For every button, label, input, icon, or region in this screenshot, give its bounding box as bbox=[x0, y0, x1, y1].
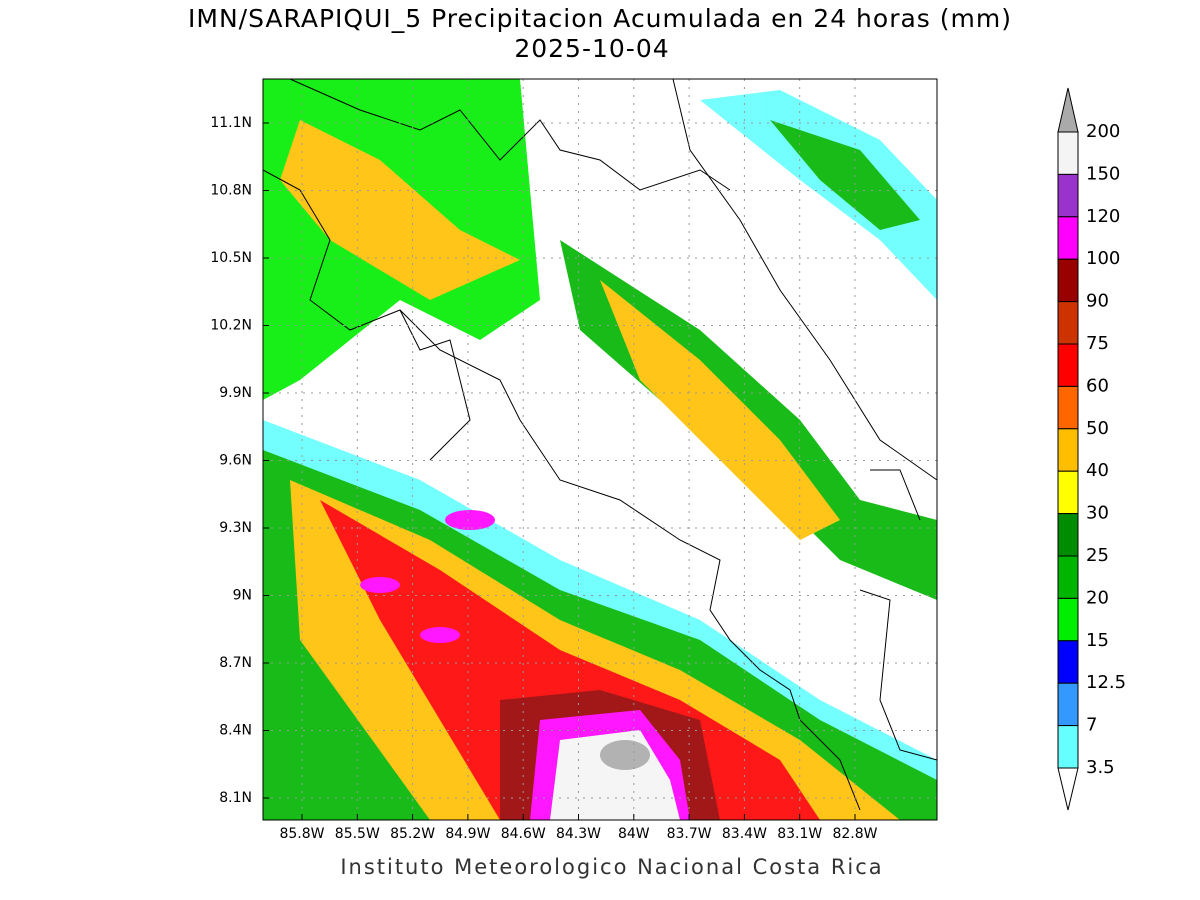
colorbar-swatch bbox=[1057, 513, 1079, 557]
colorbar-label: 30 bbox=[1086, 503, 1109, 524]
colorbar-label: 50 bbox=[1086, 418, 1109, 439]
colorbar-swatch bbox=[1057, 385, 1079, 430]
colorbar: 200 150 120 100 90 75 60 50 40 30 25 20 15 12.5 7 3.5 bbox=[1057, 87, 1126, 811]
title: IMN/SARAPIQUI_5 Precipitacion Acumulada … bbox=[188, 4, 1012, 33]
precip-field bbox=[262, 78, 938, 821]
colorbar-swatch bbox=[1057, 428, 1079, 472]
colorbar-swatch bbox=[1057, 597, 1079, 642]
colorbar-swatch bbox=[1057, 470, 1079, 515]
lat-label: 9N bbox=[233, 588, 252, 604]
date: 2025-10-04 bbox=[514, 34, 669, 63]
lon-label: 84W bbox=[618, 826, 650, 842]
colorbar-label: 15 bbox=[1086, 630, 1109, 651]
colorbar-label: 12.5 bbox=[1086, 672, 1126, 693]
lat-label: 9.3N bbox=[219, 520, 252, 536]
lat-label: 9.6N bbox=[219, 453, 252, 469]
colorbar-label: 100 bbox=[1086, 248, 1120, 269]
colorbar-under bbox=[1057, 767, 1079, 811]
colorbar-swatch bbox=[1057, 682, 1079, 727]
axis-ticks: 11.1N 10.8N 10.5N 10.2N 9.9N 9.6N 9.3N 9N 8.7N 8.… bbox=[210, 115, 877, 842]
colorbar-swatch bbox=[1057, 258, 1079, 303]
colorbar-swatch bbox=[1057, 343, 1079, 387]
colorbar-label: 7 bbox=[1086, 715, 1097, 736]
lat-label: 8.1N bbox=[219, 790, 252, 806]
colorbar-label: 75 bbox=[1086, 333, 1109, 354]
lat-label: 9.9N bbox=[219, 385, 252, 401]
colorbar-label: 20 bbox=[1086, 587, 1109, 608]
lon-label: 85.5W bbox=[335, 826, 380, 842]
lon-label: 84.3W bbox=[556, 826, 601, 842]
colorbar-swatch bbox=[1057, 555, 1079, 599]
colorbar-label: 90 bbox=[1086, 291, 1109, 312]
colorbar-label: 150 bbox=[1086, 163, 1120, 184]
lon-label: 83.4W bbox=[722, 826, 767, 842]
lat-label: 10.2N bbox=[210, 318, 252, 334]
lat-label: 11.1N bbox=[210, 115, 252, 131]
colorbar-label: 3.5 bbox=[1086, 757, 1115, 778]
lat-label: 10.8N bbox=[210, 183, 252, 199]
colorbar-label: 25 bbox=[1086, 545, 1109, 566]
colorbar-over bbox=[1057, 87, 1079, 133]
lat-label: 8.4N bbox=[219, 723, 252, 739]
colorbar-label: 40 bbox=[1086, 460, 1109, 481]
lat-label: 10.5N bbox=[210, 250, 252, 266]
colorbar-label: 120 bbox=[1086, 206, 1120, 227]
lon-label: 83.7W bbox=[667, 826, 712, 842]
lon-label: 84.9W bbox=[445, 826, 490, 842]
lon-label: 82.8W bbox=[832, 826, 877, 842]
colorbar-swatch bbox=[1057, 301, 1079, 345]
footer: Instituto Meteorologico Nacional Costa R… bbox=[340, 855, 883, 879]
lon-label: 85.2W bbox=[390, 826, 435, 842]
colorbar-swatch bbox=[1057, 725, 1079, 769]
colorbar-label: 60 bbox=[1086, 375, 1109, 396]
colorbar-swatch bbox=[1057, 216, 1079, 260]
lat-label: 8.7N bbox=[219, 655, 252, 671]
lon-label: 83.1W bbox=[777, 826, 822, 842]
lon-label: 84.6W bbox=[501, 826, 546, 842]
colorbar-label: 200 bbox=[1086, 121, 1120, 142]
lon-label: 85.8W bbox=[279, 826, 324, 842]
colorbar-swatch bbox=[1057, 640, 1079, 684]
colorbar-swatch bbox=[1057, 131, 1079, 175]
colorbar-swatch bbox=[1057, 173, 1079, 218]
